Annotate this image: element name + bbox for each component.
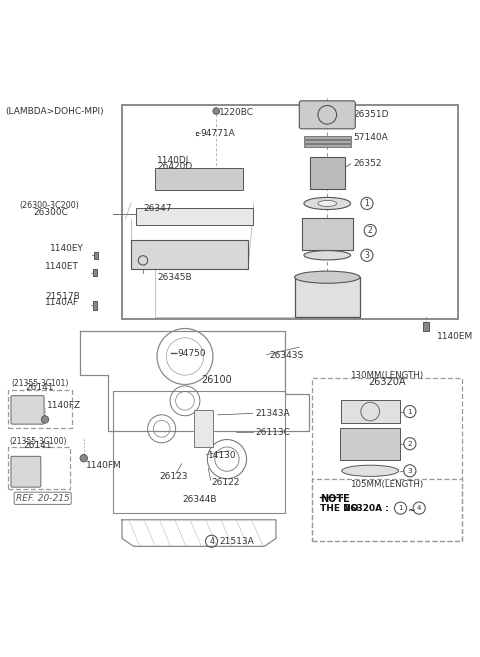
Text: 26351D: 26351D (353, 110, 388, 120)
Bar (93, 302, 97, 310)
Ellipse shape (304, 197, 350, 210)
Text: (21355-3C100): (21355-3C100) (9, 437, 67, 446)
Text: 26347: 26347 (143, 204, 171, 214)
Text: 21513A: 21513A (219, 537, 254, 546)
Text: 26345B: 26345B (157, 273, 192, 283)
Bar (194, 410, 213, 447)
FancyBboxPatch shape (11, 396, 44, 424)
Text: 1140FZ: 1140FZ (48, 401, 82, 409)
Text: 1140AF: 1140AF (45, 298, 79, 307)
Bar (312, 378, 462, 541)
Text: 1140DJ: 1140DJ (157, 156, 190, 165)
Bar (122, 104, 458, 319)
Text: (21355-3C101): (21355-3C101) (11, 379, 69, 388)
Text: 1140EM: 1140EM (437, 332, 473, 341)
Text: 21517B: 21517B (45, 292, 80, 302)
Text: 1140FM: 1140FM (85, 461, 121, 470)
Text: 26344B: 26344B (183, 495, 217, 504)
Text: 2: 2 (368, 226, 372, 235)
Text: 26352: 26352 (353, 159, 382, 168)
Bar (136, 208, 252, 225)
Circle shape (80, 455, 87, 462)
Text: 1: 1 (408, 409, 412, 415)
Text: 26141: 26141 (24, 442, 52, 450)
Text: 14130: 14130 (208, 451, 237, 460)
Bar (304, 136, 350, 139)
Ellipse shape (304, 250, 350, 260)
Bar (295, 277, 360, 317)
Text: 94750: 94750 (177, 349, 205, 358)
Bar (93, 269, 97, 276)
Ellipse shape (342, 465, 399, 476)
Text: 1220BC: 1220BC (219, 108, 254, 116)
Text: (26300-3C200): (26300-3C200) (19, 200, 79, 210)
Text: REF. 20-215: REF. 20-215 (16, 494, 70, 503)
Text: 26320A :: 26320A : (344, 505, 388, 513)
Bar (155, 168, 243, 190)
Text: 4: 4 (417, 505, 421, 511)
Text: NOTE: NOTE (320, 494, 350, 504)
Text: 130MM(LENGTH): 130MM(LENGTH) (350, 371, 423, 380)
Text: 26122: 26122 (212, 478, 240, 487)
Text: 57140A: 57140A (353, 133, 388, 142)
Text: ~: ~ (408, 506, 415, 515)
Text: 26420D: 26420D (157, 162, 192, 171)
Text: 3: 3 (364, 251, 370, 260)
Text: 26123: 26123 (159, 472, 188, 482)
Circle shape (213, 108, 219, 114)
Ellipse shape (295, 271, 360, 283)
Text: 26141: 26141 (25, 384, 54, 392)
Bar (310, 157, 345, 189)
Text: 21343A: 21343A (255, 409, 289, 418)
Text: 26300C: 26300C (33, 208, 68, 217)
Text: 1: 1 (398, 505, 403, 511)
Bar (94, 252, 98, 258)
Text: 1140ET: 1140ET (45, 262, 79, 271)
Bar (312, 479, 462, 541)
Text: 26100: 26100 (201, 375, 232, 385)
FancyBboxPatch shape (11, 457, 41, 487)
Text: 2: 2 (408, 441, 412, 447)
Text: 26343S: 26343S (269, 351, 303, 360)
Text: (LAMBDA>DOHC-MPI): (LAMBDA>DOHC-MPI) (5, 107, 104, 116)
Text: 3: 3 (408, 468, 412, 474)
Bar (113, 392, 285, 512)
Text: 26320A: 26320A (368, 377, 406, 387)
Bar (340, 428, 400, 460)
Bar (423, 321, 429, 331)
Text: 105MM(LENGTH): 105MM(LENGTH) (350, 480, 423, 489)
FancyBboxPatch shape (300, 101, 355, 129)
Bar (8, 447, 70, 489)
Text: THE NO.: THE NO. (320, 505, 361, 513)
Bar (341, 400, 399, 422)
Bar (301, 218, 353, 250)
Text: 26113C: 26113C (255, 428, 290, 436)
Text: 4: 4 (209, 537, 214, 546)
Text: 1: 1 (364, 199, 369, 208)
Bar (8, 390, 72, 428)
Text: 94771A: 94771A (200, 129, 235, 138)
Ellipse shape (318, 200, 336, 206)
Bar (304, 140, 350, 143)
Bar (304, 144, 350, 147)
Bar (132, 240, 248, 269)
Text: 1140EY: 1140EY (50, 244, 84, 254)
Circle shape (41, 416, 49, 423)
